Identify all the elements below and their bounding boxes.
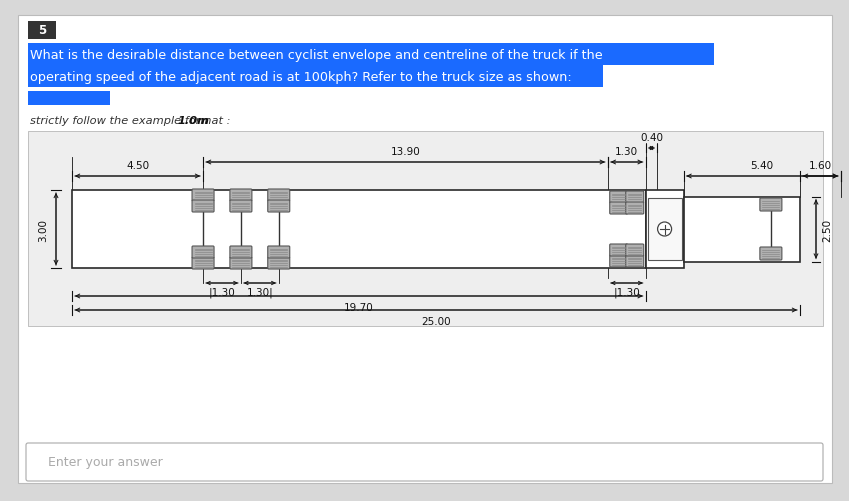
FancyBboxPatch shape	[626, 202, 644, 214]
Text: strictly follow the example format :: strictly follow the example format :	[30, 116, 234, 126]
FancyBboxPatch shape	[267, 200, 290, 212]
Bar	[28, 92, 110, 106]
Text: 5: 5	[38, 25, 46, 38]
Text: 13.90: 13.90	[391, 147, 420, 157]
Bar	[28, 44, 714, 66]
FancyBboxPatch shape	[267, 189, 290, 201]
Text: |1.30: |1.30	[209, 288, 235, 298]
Text: 1.60: 1.60	[809, 161, 832, 171]
Bar	[28, 132, 823, 326]
FancyBboxPatch shape	[26, 443, 823, 481]
Text: 2.50: 2.50	[822, 218, 832, 241]
FancyBboxPatch shape	[610, 256, 627, 268]
Bar	[28, 66, 603, 88]
FancyBboxPatch shape	[230, 246, 252, 259]
Text: |1.30: |1.30	[613, 288, 640, 298]
Text: operating speed of the adjacent road is at 100kph? Refer to the truck size as sh: operating speed of the adjacent road is …	[30, 70, 571, 83]
FancyBboxPatch shape	[192, 246, 214, 259]
FancyBboxPatch shape	[192, 200, 214, 212]
FancyBboxPatch shape	[192, 189, 214, 201]
Text: 0.40: 0.40	[640, 133, 663, 143]
FancyBboxPatch shape	[626, 256, 644, 268]
Text: 19.70: 19.70	[344, 303, 374, 313]
FancyBboxPatch shape	[760, 198, 782, 211]
Bar	[72, 190, 645, 269]
Bar	[648, 198, 682, 261]
Circle shape	[658, 222, 672, 236]
FancyBboxPatch shape	[760, 247, 782, 261]
Text: Enter your answer: Enter your answer	[48, 455, 163, 468]
FancyBboxPatch shape	[610, 202, 627, 214]
Bar	[645, 190, 683, 269]
Text: What is the desirable distance between cyclist envelope and centreline of the tr: What is the desirable distance between c…	[30, 49, 603, 62]
FancyBboxPatch shape	[610, 191, 627, 203]
FancyBboxPatch shape	[230, 189, 252, 201]
FancyBboxPatch shape	[267, 246, 290, 259]
FancyBboxPatch shape	[230, 200, 252, 212]
FancyBboxPatch shape	[192, 258, 214, 270]
FancyBboxPatch shape	[267, 258, 290, 270]
Text: 25.00: 25.00	[421, 316, 451, 326]
Text: 4.50: 4.50	[126, 161, 149, 171]
Text: 5.40: 5.40	[751, 161, 773, 171]
FancyBboxPatch shape	[626, 191, 644, 203]
FancyBboxPatch shape	[626, 244, 644, 257]
Text: 3.00: 3.00	[38, 218, 48, 241]
Text: 1.30: 1.30	[616, 147, 638, 157]
Text: 1.30|: 1.30|	[246, 288, 273, 298]
Bar	[683, 197, 800, 262]
FancyBboxPatch shape	[610, 244, 627, 257]
Bar	[28, 22, 56, 40]
FancyBboxPatch shape	[230, 258, 252, 270]
Text: 1.0m: 1.0m	[178, 116, 210, 126]
